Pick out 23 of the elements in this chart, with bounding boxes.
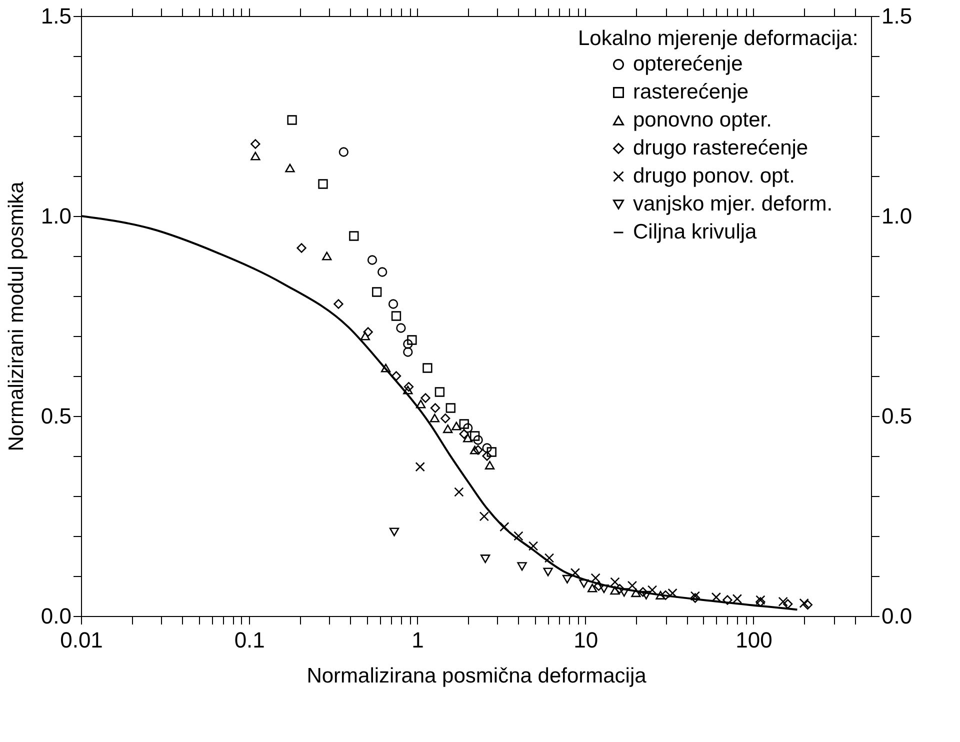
- x-tick-label: 100: [736, 628, 772, 652]
- y2-tick-label: 0.5: [882, 404, 912, 428]
- y2-tick-label: 1.0: [882, 204, 912, 228]
- x-tick-label: 0.1: [234, 628, 265, 652]
- x-axis-title: Normalizirana posmična deformacija: [306, 664, 647, 688]
- legend-label: drugo rasterećenje: [633, 136, 808, 160]
- y-tick-label: 0.5: [40, 404, 72, 428]
- legend-label: Ciljna krivulja: [633, 220, 758, 244]
- y-axis-title: Normalizirani modul posmika: [4, 181, 28, 452]
- x-tick-label: 10: [574, 628, 598, 652]
- y2-tick-label: 1.5: [882, 4, 912, 28]
- legend-label: vanjsko mjer. deform.: [633, 192, 833, 216]
- legend-label: opterećenje: [633, 52, 743, 76]
- x-tick-label: 1: [412, 628, 424, 652]
- y-tick-label: 1.5: [40, 4, 72, 28]
- legend-label: rasterećenje: [633, 80, 749, 104]
- legend-title: Lokalno mjerenje deformacija:: [578, 27, 858, 50]
- y-tick-label: 1.0: [40, 204, 72, 228]
- y-tick-label: 0.0: [40, 604, 72, 628]
- legend-label: drugo ponov. opt.: [633, 164, 795, 188]
- legend-label: ponovno opter.: [633, 108, 772, 132]
- y2-tick-label: 0.0: [882, 604, 912, 628]
- x-tick-label: 0.01: [60, 628, 103, 652]
